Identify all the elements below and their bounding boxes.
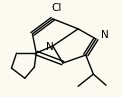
Text: N: N xyxy=(46,42,54,52)
Text: N: N xyxy=(101,30,108,40)
Text: Cl: Cl xyxy=(51,3,61,13)
